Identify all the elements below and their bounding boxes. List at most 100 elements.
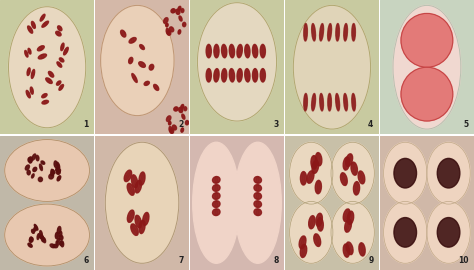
Ellipse shape (60, 236, 62, 239)
Ellipse shape (175, 107, 177, 111)
Ellipse shape (182, 115, 184, 118)
Ellipse shape (61, 45, 64, 48)
Ellipse shape (33, 167, 37, 171)
Ellipse shape (229, 44, 235, 58)
Ellipse shape (40, 232, 42, 235)
Ellipse shape (256, 201, 259, 207)
Ellipse shape (179, 16, 182, 21)
Ellipse shape (178, 6, 181, 11)
Ellipse shape (353, 163, 356, 174)
Ellipse shape (58, 177, 60, 180)
Ellipse shape (342, 174, 346, 184)
Ellipse shape (186, 122, 188, 124)
Ellipse shape (59, 231, 62, 236)
Ellipse shape (223, 70, 225, 81)
Ellipse shape (349, 212, 352, 223)
Ellipse shape (214, 69, 219, 82)
Ellipse shape (215, 201, 218, 207)
Ellipse shape (34, 227, 36, 231)
Ellipse shape (206, 44, 211, 58)
Ellipse shape (131, 38, 134, 42)
Ellipse shape (336, 23, 339, 41)
Ellipse shape (215, 45, 218, 57)
Ellipse shape (179, 30, 180, 33)
Ellipse shape (51, 172, 54, 176)
Ellipse shape (131, 224, 138, 235)
Ellipse shape (169, 27, 173, 32)
Ellipse shape (58, 228, 61, 231)
Ellipse shape (361, 244, 364, 255)
Ellipse shape (38, 54, 46, 59)
Ellipse shape (42, 94, 47, 98)
Ellipse shape (154, 85, 159, 90)
Ellipse shape (184, 108, 186, 110)
Ellipse shape (343, 209, 350, 222)
Ellipse shape (57, 238, 60, 242)
Ellipse shape (182, 114, 185, 119)
Ellipse shape (312, 160, 319, 173)
Ellipse shape (61, 242, 64, 245)
Ellipse shape (316, 153, 322, 166)
Ellipse shape (50, 174, 52, 178)
Ellipse shape (317, 181, 319, 193)
Ellipse shape (346, 242, 353, 255)
Ellipse shape (302, 245, 305, 256)
Ellipse shape (41, 236, 44, 242)
Ellipse shape (208, 45, 210, 57)
Ellipse shape (56, 168, 61, 172)
Ellipse shape (311, 156, 317, 169)
Ellipse shape (169, 122, 171, 124)
Ellipse shape (59, 58, 64, 62)
Ellipse shape (331, 142, 374, 204)
Ellipse shape (139, 220, 145, 234)
Ellipse shape (256, 177, 259, 183)
Ellipse shape (43, 239, 45, 241)
Ellipse shape (254, 185, 262, 191)
Ellipse shape (55, 234, 58, 237)
Ellipse shape (173, 126, 175, 129)
Ellipse shape (164, 19, 167, 22)
Ellipse shape (122, 32, 125, 36)
Ellipse shape (59, 235, 63, 240)
Ellipse shape (394, 158, 417, 188)
Ellipse shape (56, 242, 58, 245)
Ellipse shape (320, 25, 323, 40)
Ellipse shape (179, 7, 180, 10)
Ellipse shape (302, 173, 305, 184)
Ellipse shape (30, 238, 32, 242)
Ellipse shape (206, 69, 211, 82)
Ellipse shape (253, 44, 258, 58)
Ellipse shape (168, 31, 170, 35)
Ellipse shape (25, 165, 29, 170)
Ellipse shape (129, 59, 132, 62)
Ellipse shape (317, 218, 323, 231)
Ellipse shape (55, 163, 57, 166)
Ellipse shape (231, 70, 233, 81)
Ellipse shape (245, 44, 250, 58)
Ellipse shape (254, 45, 256, 57)
Ellipse shape (41, 161, 45, 164)
Ellipse shape (38, 177, 43, 182)
Ellipse shape (237, 69, 242, 82)
Ellipse shape (310, 217, 313, 228)
Ellipse shape (181, 128, 183, 132)
Ellipse shape (254, 193, 262, 200)
Ellipse shape (313, 157, 315, 168)
Ellipse shape (42, 161, 44, 164)
Ellipse shape (221, 44, 227, 58)
Ellipse shape (61, 43, 64, 50)
Ellipse shape (401, 67, 453, 121)
Ellipse shape (345, 95, 346, 110)
Ellipse shape (137, 181, 140, 192)
Ellipse shape (60, 232, 61, 236)
Ellipse shape (353, 95, 355, 110)
Ellipse shape (331, 201, 374, 263)
Ellipse shape (56, 167, 58, 171)
Ellipse shape (135, 180, 142, 193)
Ellipse shape (254, 209, 262, 215)
Ellipse shape (57, 164, 59, 167)
Ellipse shape (137, 216, 140, 227)
Ellipse shape (237, 45, 242, 58)
Ellipse shape (317, 154, 320, 165)
Ellipse shape (40, 14, 45, 21)
